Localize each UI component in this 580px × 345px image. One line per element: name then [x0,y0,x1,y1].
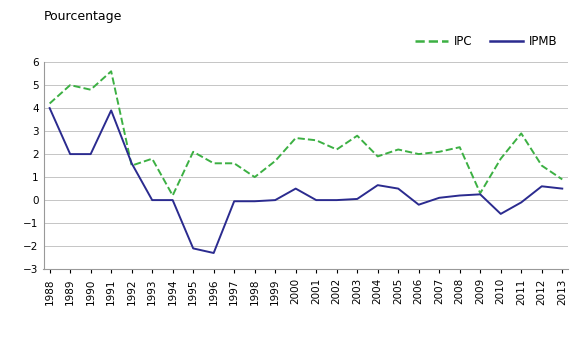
IPMB [395,187,402,191]
IPMB [313,198,320,202]
IPMB [559,187,566,191]
IPC [108,69,115,73]
Line: IPC: IPC [50,71,562,196]
IPC [87,88,94,92]
IPC [497,157,504,161]
Legend: IPC, IPMB: IPC, IPMB [410,31,563,53]
IPC [538,164,545,168]
IPMB [354,197,361,201]
IPC [148,157,155,161]
IPC [231,161,238,165]
IPMB [271,198,278,202]
IPMB [477,192,484,196]
IPMB [456,194,463,198]
IPC [251,175,258,179]
IPMB [190,246,197,250]
IPC [334,147,340,151]
IPMB [292,187,299,191]
IPMB [334,198,340,202]
IPC [415,152,422,156]
Text: Pourcentage: Pourcentage [44,10,122,23]
IPMB [374,183,381,187]
IPC [169,194,176,198]
IPC [395,147,402,151]
IPMB [518,200,525,205]
IPMB [87,152,94,156]
Line: IPMB: IPMB [50,108,562,253]
IPMB [436,196,443,200]
IPC [477,191,484,195]
IPMB [497,212,504,216]
IPMB [67,152,74,156]
IPC [190,150,197,154]
IPC [518,131,525,136]
IPMB [46,106,53,110]
IPC [292,136,299,140]
IPMB [251,199,258,203]
IPC [374,154,381,158]
IPC [67,83,74,87]
IPC [436,150,443,154]
IPC [313,138,320,142]
IPC [456,145,463,149]
IPC [271,159,278,163]
IPMB [210,251,217,255]
IPC [128,164,135,168]
IPMB [128,161,135,165]
IPMB [538,184,545,188]
IPC [354,134,361,138]
IPC [559,177,566,181]
IPC [46,101,53,106]
IPMB [148,198,155,202]
IPC [210,161,217,165]
IPMB [415,203,422,207]
IPMB [231,199,238,203]
IPMB [108,108,115,112]
IPMB [169,198,176,202]
